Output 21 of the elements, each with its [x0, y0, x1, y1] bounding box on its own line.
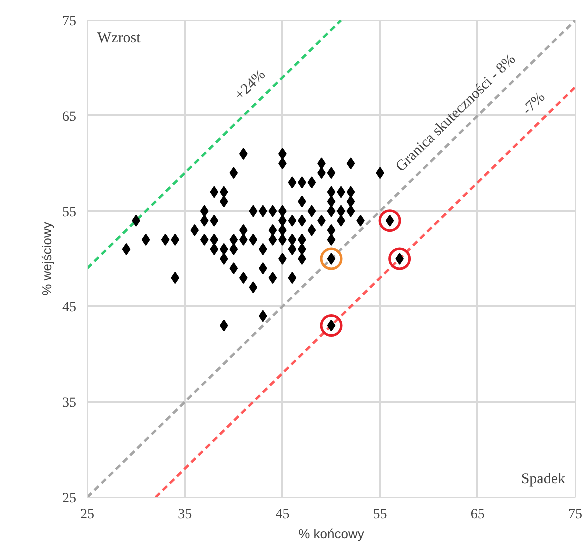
annotation: Spadek [521, 472, 566, 488]
y-tick-label: 25 [62, 492, 76, 506]
point [388, 248, 412, 270]
y-tick-label: 75 [62, 14, 76, 30]
x-tick-label: 45 [276, 508, 290, 522]
point [320, 248, 343, 270]
y-tick-label: 35 [62, 396, 76, 412]
point [378, 210, 402, 232]
annotation: -7% [520, 90, 549, 118]
x-tick-label: 55 [373, 508, 388, 522]
annotation: Wzrost [98, 30, 142, 46]
y-tick-label: 55 [62, 205, 76, 220]
y-tick-label: 65 [62, 110, 76, 125]
x-tick-label: 65 [470, 508, 485, 522]
x-tick-label: 75 [568, 508, 582, 522]
x-tick-label: 25 [80, 508, 94, 522]
x-axis-title: % końcowy [298, 526, 365, 542]
y-axis-title: % wejściowy [40, 222, 54, 296]
x-tick-label: 35 [178, 508, 192, 522]
y-tick-label: 45 [62, 300, 76, 316]
point [320, 314, 343, 338]
